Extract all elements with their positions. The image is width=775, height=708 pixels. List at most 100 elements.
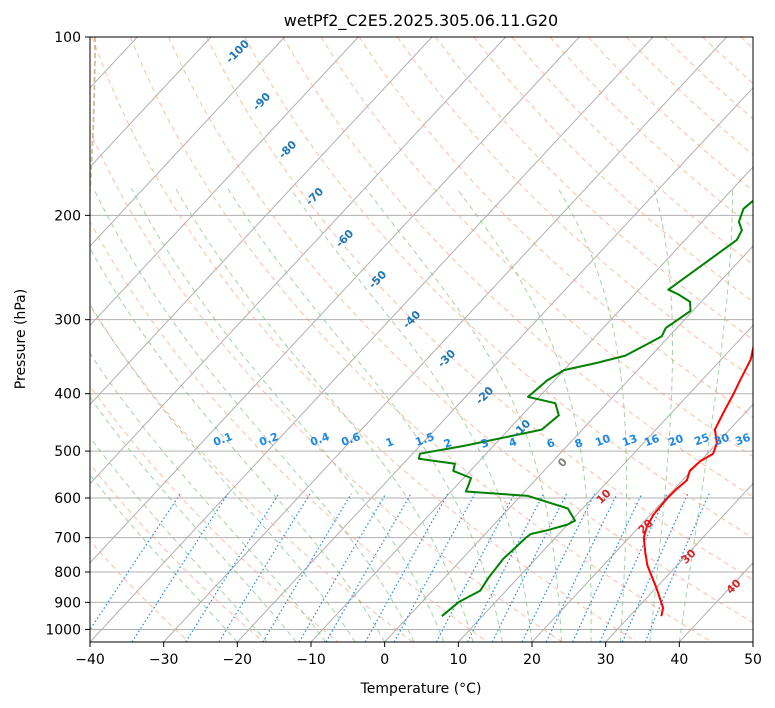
mixing-ratio-label: 13 <box>620 432 639 449</box>
dry-adiabat <box>91 37 638 642</box>
mixing-ratio-line <box>545 493 618 642</box>
mixing-ratio-label: 6 <box>545 436 557 451</box>
y-tick-label: 500 <box>54 444 81 460</box>
dry-adiabat <box>206 37 753 581</box>
mixing-ratio-line <box>90 493 181 631</box>
isotherm-label: 0 <box>555 455 570 470</box>
x-tick-label: 10 <box>449 652 467 668</box>
isotherm <box>0 37 64 642</box>
mixing-ratio-label: 20 <box>666 432 685 450</box>
x-tick-label: 0 <box>380 652 389 668</box>
x-tick-label: −40 <box>75 652 105 668</box>
dry-adiabat <box>664 37 753 120</box>
y-tick-label: 400 <box>54 387 81 403</box>
moist-adiabat <box>557 187 628 642</box>
y-tick-label: 1000 <box>45 622 81 638</box>
y-tick-label: 100 <box>54 30 81 46</box>
mixing-ratio-label: 8 <box>573 436 585 451</box>
x-tick-label: 40 <box>670 652 688 668</box>
x-axis-ticks: −40 −30 −20 −10 0 10 20 30 40 50 <box>75 642 762 668</box>
moist-adiabat <box>175 187 474 642</box>
x-tick-label: −30 <box>149 652 179 668</box>
isotherm-label: -60 <box>333 227 356 250</box>
isotherm-label: -80 <box>276 138 299 161</box>
y-axis-ticks: 100 200 300 400 500 600 700 800 900 1000 <box>45 30 90 638</box>
moist-adiabat <box>456 187 592 642</box>
dry-adiabat <box>435 37 753 341</box>
mixing-ratio-line <box>393 493 476 642</box>
mixing-ratio-line <box>364 493 449 642</box>
moist-adiabat <box>649 188 673 642</box>
isotherm-label: -90 <box>250 90 273 113</box>
mixing-ratio-label: 1.5 <box>413 430 436 449</box>
dry-adiabat <box>90 304 414 642</box>
mixing-ratio-label: 0.2 <box>257 430 280 449</box>
x-tick-label: −10 <box>296 652 326 668</box>
dewpoint-line <box>417 199 753 617</box>
moist-adiabat <box>365 187 562 642</box>
y-tick-label: 900 <box>54 595 81 611</box>
y-tick-label: 700 <box>54 531 81 547</box>
dry-adiabat <box>396 37 753 379</box>
dry-adiabat <box>549 37 753 229</box>
dry-adiabat <box>740 37 753 49</box>
moist-adiabat <box>92 187 415 642</box>
dry-adiabat <box>90 385 339 642</box>
dry-adiabat <box>358 37 753 418</box>
moist-adiabat-lines <box>90 187 734 642</box>
isotherm-label: 40 <box>724 576 744 596</box>
isotherm <box>236 87 753 642</box>
moist-adiabat <box>130 187 445 642</box>
mixing-ratio-label: 25 <box>692 431 711 448</box>
dry-adiabat <box>320 37 753 458</box>
dry-adiabat <box>702 37 753 85</box>
mixing-ratio-label: 0.6 <box>339 430 362 449</box>
isotherm <box>90 37 212 168</box>
moist-adiabat <box>90 396 297 642</box>
mixing-ratio-line <box>298 493 387 642</box>
isotherm <box>384 245 753 642</box>
moist-adiabat <box>90 352 327 642</box>
mixing-ratio-label: 3 <box>479 436 491 451</box>
isotherm <box>90 37 506 485</box>
dry-adiabat <box>90 220 488 642</box>
moist-adiabat <box>90 247 386 642</box>
dry-adiabat-lines <box>90 37 753 642</box>
isotherm-label: -50 <box>366 268 389 291</box>
mixing-ratio-line <box>218 493 311 642</box>
isotherm-label: 20 <box>636 516 656 536</box>
dry-adiabat <box>90 463 264 642</box>
dry-adiabat <box>168 37 753 624</box>
y-tick-label: 800 <box>54 565 81 581</box>
isotherm <box>605 482 753 642</box>
mixing-ratio-line <box>572 493 643 642</box>
isotherm <box>163 37 727 642</box>
y-tick-label: 200 <box>54 208 81 224</box>
dry-adiabat <box>129 37 712 642</box>
mixing-ratio-label: 1 <box>384 435 396 450</box>
isotherm-label: -100 <box>223 37 252 66</box>
plot-frame <box>89 36 754 643</box>
isotherm-label: -30 <box>435 347 458 370</box>
dry-adiabat <box>473 37 753 303</box>
moist-adiabat <box>90 474 238 642</box>
mixing-ratio-label: 16 <box>642 432 661 450</box>
mixing-ratio-label: 30 <box>712 431 731 449</box>
mixing-ratio-line <box>262 493 352 642</box>
isotherm-label: -70 <box>303 185 326 208</box>
isotherm <box>90 37 359 327</box>
isotherm <box>752 641 753 642</box>
dry-adiabat <box>90 130 563 642</box>
isotherm-lines <box>0 37 753 642</box>
mixing-ratio-line <box>644 493 710 642</box>
mixing-ratio-line <box>621 493 689 642</box>
isotherm-label: -20 <box>473 384 496 407</box>
pressure-gridlines <box>90 36 753 630</box>
x-tick-label: 50 <box>744 652 762 668</box>
y-axis-label: Pressure (hPa) <box>13 289 29 389</box>
profile-series <box>417 199 753 617</box>
x-axis-label: Temperature (°C) <box>360 681 482 697</box>
mixing-ratio-label: 2 <box>442 436 454 451</box>
x-tick-label: −20 <box>223 652 253 668</box>
